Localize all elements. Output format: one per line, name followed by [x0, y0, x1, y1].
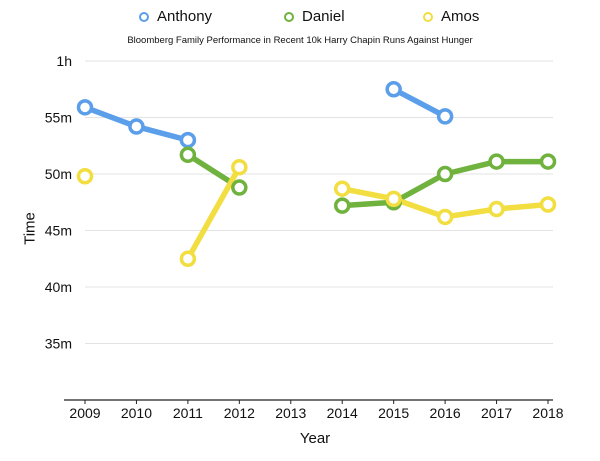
series-line-daniel-segment-6 — [390, 171, 448, 205]
data-point-daniel-2016 — [436, 165, 454, 183]
legend-marker-anthony — [139, 11, 149, 22]
data-point-anthony-2009 — [76, 99, 94, 116]
y-tick-label-4: 55m — [45, 110, 72, 126]
x-tick-label-0: 2009 — [69, 405, 100, 421]
x-tick-label-7: 2016 — [430, 405, 461, 421]
legend-label-anthony: Anthony — [157, 8, 213, 25]
y-tick-label-1: 40m — [45, 279, 72, 295]
data-point-daniel-2014 — [333, 197, 351, 214]
x-tick-label-6: 2015 — [378, 405, 409, 421]
series-line-amos-segment-5 — [339, 185, 397, 202]
legend: Anthony Daniel Amos — [0, 8, 600, 30]
series-line-amos-segment-2 — [185, 164, 243, 262]
data-point-daniel-2017 — [488, 153, 505, 170]
x-tick-label-9: 2018 — [532, 405, 563, 421]
series-line-daniel-segment-5 — [339, 199, 397, 209]
y-tick-label-0: 35m — [45, 336, 72, 352]
x-tick-label-3: 2012 — [224, 405, 255, 421]
data-point-anthony-2010 — [128, 118, 145, 135]
series-line-anthony-segment-0 — [82, 104, 140, 130]
legend-item-anthony: Anthony — [139, 8, 212, 25]
data-point-amos-2016 — [436, 208, 454, 226]
legend-label-daniel: Daniel — [302, 8, 345, 25]
legend-label-amos: Amos — [441, 8, 480, 25]
y-tick-label-5: 1h — [56, 53, 72, 69]
y-tick-label-3: 50m — [45, 166, 72, 182]
data-point-anthony-2016 — [436, 108, 454, 125]
data-point-daniel-2018 — [539, 153, 557, 170]
data-point-amos-2011 — [179, 250, 197, 267]
legend-marker-amos — [423, 11, 433, 22]
data-point-amos-2012 — [231, 158, 248, 176]
data-point-amos-2017 — [488, 200, 505, 218]
data-point-daniel-2012 — [231, 179, 248, 196]
series-line-amos-segment-8 — [493, 201, 551, 212]
data-point-amos-2018 — [539, 196, 557, 213]
data-point-daniel-2011 — [179, 146, 197, 164]
series-line-anthony-segment-6 — [390, 86, 448, 120]
legend-marker-daniel — [284, 11, 294, 22]
series-line-daniel-segment-7 — [442, 158, 500, 177]
data-point-anthony-2015 — [385, 81, 402, 98]
x-tick-label-1: 2010 — [121, 405, 152, 421]
legend-item-amos: Amos — [423, 8, 479, 25]
data-point-amos-2014 — [333, 180, 351, 197]
x-tick-label-8: 2017 — [481, 405, 512, 421]
series-line-anthony-segment-1 — [133, 123, 191, 143]
data-point-amos-2015 — [385, 190, 402, 208]
series-line-amos-segment-6 — [390, 196, 448, 220]
x-tick-label-4: 2013 — [275, 405, 306, 421]
y-tick-label-2: 45m — [45, 223, 72, 239]
data-point-amos-2009 — [76, 168, 94, 185]
data-point-anthony-2011 — [179, 131, 197, 149]
chart-title: Bloomberg Family Performance in Recent 1… — [127, 35, 473, 46]
series-line-amos-segment-7 — [442, 206, 500, 220]
y-axis-title: Time — [21, 212, 39, 245]
x-tick-label-5: 2014 — [327, 405, 358, 421]
legend-item-daniel: Daniel — [284, 8, 345, 25]
x-axis-title: Year — [299, 430, 331, 447]
x-tick-label-2: 2011 — [173, 405, 203, 421]
